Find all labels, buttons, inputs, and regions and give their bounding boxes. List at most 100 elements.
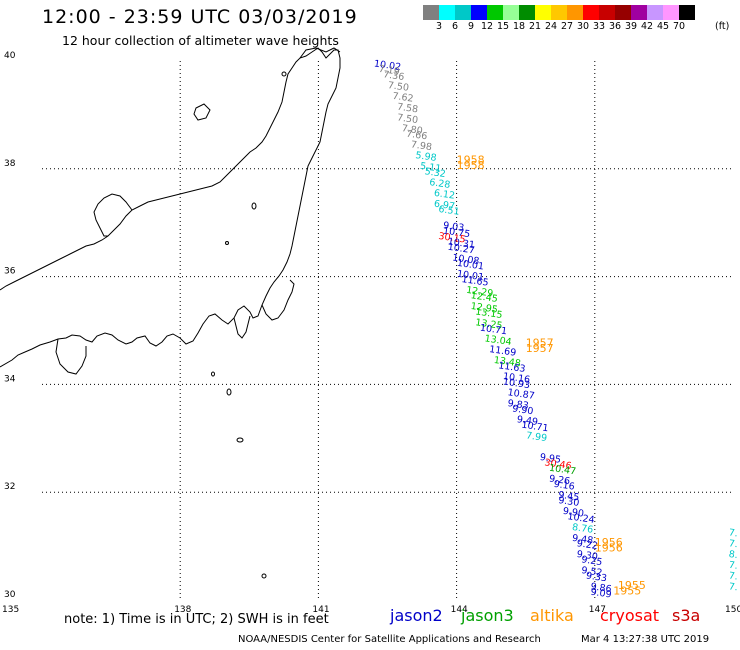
colorbar xyxy=(423,5,695,20)
swh-value-label: 9.86 xyxy=(590,581,612,595)
coastline-boso xyxy=(261,279,295,321)
lon-tick-label: 138 xyxy=(174,605,191,615)
swh-value-label: 9.03 xyxy=(442,220,464,234)
swh-value-label: 7.66 xyxy=(406,129,428,143)
swh-value-label: 9.95 xyxy=(539,452,561,466)
colorbar-label: 24 xyxy=(544,21,558,32)
colorbar-swatch xyxy=(663,5,679,20)
swh-value-label: 10.08 xyxy=(452,253,480,268)
lat-tick-label: 30 xyxy=(4,590,16,600)
lat-tick-label: 32 xyxy=(4,482,15,492)
swh-value-label: 9.52 xyxy=(581,565,603,579)
pass-time-label: 1958 xyxy=(457,159,485,172)
coastline-hokkaido xyxy=(299,47,341,59)
swh-value-label: 8.76 xyxy=(571,522,593,536)
colorbar-label: 70 xyxy=(672,21,686,32)
coastline-kii xyxy=(55,338,87,375)
colorbar-label: 12 xyxy=(480,21,494,32)
swh-value-label: 12.29 xyxy=(465,285,493,300)
pass-time-label: 1957 xyxy=(526,342,554,355)
colorbar-label: 45 xyxy=(656,21,670,32)
colorbar-label: 18 xyxy=(512,21,526,32)
swh-value-label: 9.22 xyxy=(576,538,598,552)
colorbar-swatch xyxy=(471,5,487,20)
swh-value-label: 7.58 xyxy=(396,102,418,116)
swh-value-label: 7.50 xyxy=(396,112,418,126)
swh-value-label: 7.50 xyxy=(387,80,409,94)
colorbar-label: 15 xyxy=(496,21,510,32)
swh-value-label: 10.75 xyxy=(442,226,470,241)
lat-tick-label: 34 xyxy=(4,374,16,384)
altimeter-track-labels: 10.027.197.367.507.627.587.507.807.667.9… xyxy=(373,58,738,600)
swh-value-label: 7.80 xyxy=(401,123,423,137)
lat-tick-label: 36 xyxy=(4,267,16,277)
lon-tick-label: 141 xyxy=(312,605,329,615)
swh-value-label: 9.45 xyxy=(558,490,580,504)
swh-value-label: 10.93 xyxy=(502,376,530,391)
colorbar-label: 6 xyxy=(451,21,459,32)
swh-value-label: 11.63 xyxy=(498,360,526,375)
swh-value-label: 10.16 xyxy=(502,371,530,386)
legend-item-cryosat: cryosat xyxy=(600,606,660,625)
colorbar-swatch xyxy=(551,5,567,20)
swh-value-label: 9.30 xyxy=(558,495,580,509)
island xyxy=(281,71,287,77)
swh-value-label: 12.95 xyxy=(470,301,498,316)
colorbar-label: 3 xyxy=(435,21,443,32)
colorbar-label: 27 xyxy=(560,21,574,32)
island xyxy=(225,241,229,245)
lon-tick-label: 150 xyxy=(725,605,740,615)
swh-value-label: 13.15 xyxy=(475,306,503,321)
swh-value-label: 10.24 xyxy=(567,511,595,526)
map-grid xyxy=(42,61,733,600)
colorbar-swatch xyxy=(615,5,631,20)
credit-line: NOAA/NESDIS Center for Satellite Applica… xyxy=(238,634,541,645)
colorbar-swatch xyxy=(567,5,583,20)
coastline-honshu xyxy=(0,47,341,368)
swh-value-label: 6.97 xyxy=(433,199,455,213)
swh-value-label: 7. xyxy=(728,527,739,539)
swh-value-label: 7. xyxy=(728,571,739,583)
swh-value-label: 6.51 xyxy=(438,204,460,218)
colorbar-label: 36 xyxy=(608,21,622,32)
colorbar-unit: (ft) xyxy=(715,21,730,32)
swh-value-label: 10.71 xyxy=(521,420,549,435)
colorbar-swatch xyxy=(631,5,647,20)
swh-value-label: 10.31 xyxy=(447,236,475,251)
swh-value-label: 5.98 xyxy=(415,150,437,164)
colorbar-swatch xyxy=(423,5,439,20)
swh-value-label: 9.09 xyxy=(590,587,612,601)
swh-value-label: 9.16 xyxy=(553,479,575,493)
colorbar-label: 39 xyxy=(624,21,638,32)
pass-time-label: 1957 xyxy=(526,337,554,350)
coastline-sado xyxy=(193,103,211,121)
pass-time-label: 1955 xyxy=(618,579,646,592)
swh-value-label: 10.01 xyxy=(456,258,484,273)
swh-value-label: 11.65 xyxy=(461,274,489,289)
swh-value-label: 7.62 xyxy=(392,91,414,105)
swh-value-label: 13.48 xyxy=(493,355,521,370)
footnote: note: 1) Time is in UTC; 2) SWH is in fe… xyxy=(64,612,329,627)
colorbar-swatch xyxy=(599,5,615,20)
swh-value-label: 9.33 xyxy=(585,571,607,585)
island xyxy=(226,388,232,396)
legend-item-jason2: jason2 xyxy=(390,606,443,625)
swh-value-label: 10.87 xyxy=(507,387,535,402)
swh-value-label: 7. xyxy=(728,560,739,572)
swh-value-label: 30.15 xyxy=(438,231,466,246)
colorbar-swatch xyxy=(455,5,471,20)
credit-timestamp: Mar 4 13:27:38 UTC 2019 xyxy=(581,634,710,645)
island xyxy=(211,371,215,377)
colorbar-label: 9 xyxy=(467,21,475,32)
colorbar-swatch xyxy=(503,5,519,20)
swh-value-label: 13.25 xyxy=(475,317,503,332)
swh-value-label: 7. xyxy=(728,538,739,550)
colorbar-swatch xyxy=(439,5,455,20)
coastline-izu xyxy=(233,315,251,339)
swh-value-label: 9.49 xyxy=(516,414,538,428)
page-subtitle: 12 hour collection of altimeter wave hei… xyxy=(62,33,339,48)
lon-tick-label: 144 xyxy=(451,605,468,615)
legend-item-altika: altika xyxy=(530,606,574,625)
